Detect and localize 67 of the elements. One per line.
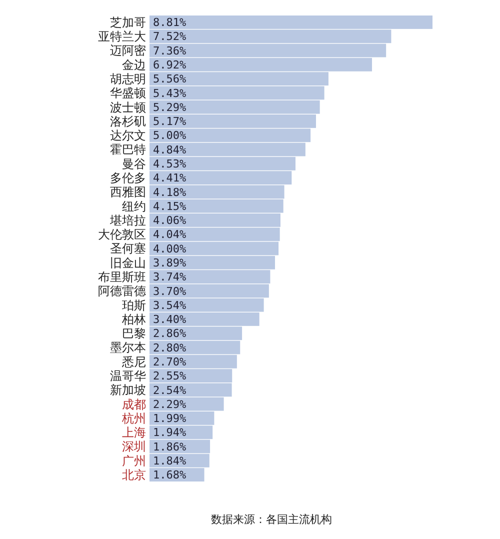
data-label: 2.80%	[153, 341, 186, 354]
data-label: 3.74%	[153, 270, 186, 284]
data-label: 5.17%	[153, 115, 186, 128]
data-label: 5.29%	[153, 100, 186, 114]
y-tick-label: 圣何塞	[110, 242, 146, 256]
data-label: 3.70%	[153, 284, 186, 298]
data-label: 1.94%	[153, 426, 186, 440]
data-label: 2.86%	[153, 327, 186, 340]
y-tick-label: 新加坡	[110, 383, 146, 398]
data-label: 2.54%	[153, 384, 186, 397]
y-tick-label: 大伦敦区	[98, 228, 146, 242]
data-label: 4.84%	[153, 143, 186, 156]
y-tick-label: 上海	[122, 426, 146, 440]
y-tick-label: 悉尼	[121, 354, 146, 369]
data-label: 4.15%	[153, 200, 186, 213]
y-tick-label: 旧金山	[110, 256, 146, 270]
y-tick-label: 洛杉矶	[110, 114, 146, 128]
data-label: 3.89%	[153, 256, 186, 270]
data-label: 5.00%	[153, 129, 186, 142]
y-tick-label: 北京	[122, 468, 146, 482]
data-label: 3.40%	[153, 313, 186, 326]
data-label: 6.92%	[153, 58, 186, 72]
data-label: 8.81%	[153, 16, 186, 30]
y-tick-label: 达尔文	[110, 128, 146, 143]
data-label: 7.52%	[153, 30, 186, 44]
y-tick-label: 胡志明	[110, 72, 146, 86]
y-tick-label: 多伦多	[110, 170, 146, 185]
y-tick-label: 杭州	[121, 411, 146, 426]
y-tick-label: 波士顿	[110, 100, 146, 114]
data-label: 1.99%	[153, 412, 186, 426]
data-label: 4.06%	[153, 214, 186, 228]
data-label: 3.54%	[153, 298, 186, 312]
y-tick-label: 阿德雷德	[98, 284, 146, 298]
data-label: 5.56%	[153, 72, 186, 86]
y-tick-label: 墨尔本	[110, 340, 146, 355]
data-label: 4.00%	[153, 242, 186, 256]
y-tick-label: 巴黎	[122, 326, 146, 341]
data-label: 4.41%	[153, 172, 186, 185]
data-label: 1.84%	[153, 454, 186, 468]
y-tick-label: 珀斯	[122, 298, 146, 312]
y-tick-label: 纽约	[122, 199, 146, 214]
y-tick-label: 西雅图	[110, 185, 146, 200]
source-note: 数据来源：各国主流机构	[211, 513, 332, 526]
data-label: 2.70%	[153, 355, 186, 368]
y-tick-label: 华盛顿	[110, 86, 146, 100]
data-label: 2.55%	[153, 370, 186, 383]
data-label: 2.29%	[153, 398, 186, 411]
data-label: 7.36%	[153, 44, 186, 58]
data-label: 5.43%	[153, 86, 186, 100]
y-tick-label: 深圳	[122, 440, 146, 454]
data-label: 4.18%	[153, 186, 186, 199]
y-tick-label: 金边	[122, 58, 146, 72]
y-tick-label: 曼谷	[122, 156, 146, 171]
data-label: 1.86%	[153, 440, 186, 454]
data-label: 1.68%	[153, 468, 186, 482]
y-tick-label: 成都	[122, 397, 146, 412]
y-tick-label: 迈阿密	[110, 44, 146, 58]
y-tick-label: 柏林	[121, 312, 146, 326]
y-tick-label: 霍巴特	[110, 142, 146, 157]
y-tick-label: 堪培拉	[109, 213, 146, 228]
y-tick-label: 亚特兰大	[98, 30, 146, 44]
y-tick-label: 广州	[122, 454, 146, 468]
data-label: 4.53%	[153, 157, 186, 170]
data-label: 4.04%	[153, 228, 186, 242]
y-tick-label: 温哥华	[110, 368, 146, 383]
y-tick-label: 布里斯班	[98, 270, 146, 284]
y-tick-label: 芝加哥	[110, 15, 146, 30]
